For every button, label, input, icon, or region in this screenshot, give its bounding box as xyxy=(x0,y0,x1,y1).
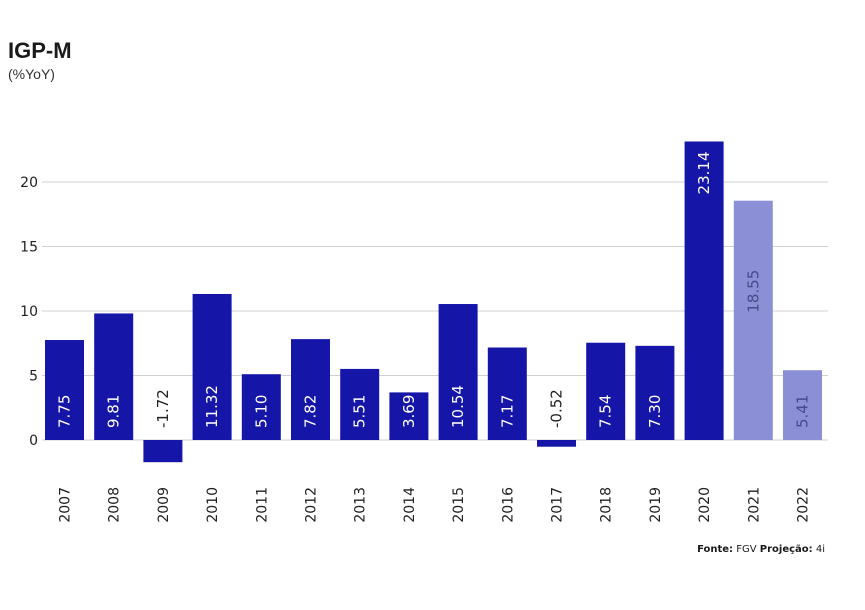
data-label: 23.14 xyxy=(695,151,713,194)
bar xyxy=(733,200,773,440)
bar xyxy=(192,293,232,440)
x-tick-label: 2020 xyxy=(697,487,713,523)
bar xyxy=(94,313,134,440)
bar xyxy=(438,304,478,440)
data-label: 7.75 xyxy=(56,395,74,428)
data-label: 5.51 xyxy=(351,395,369,428)
data-label: 5.41 xyxy=(794,395,812,428)
data-label: 7.17 xyxy=(498,395,516,428)
source-label: Fonte: xyxy=(697,544,734,555)
x-tick-label: 2008 xyxy=(107,487,123,523)
bar xyxy=(487,347,527,440)
x-tick-label: 2013 xyxy=(353,487,369,523)
chart-subtitle: (%YoY) xyxy=(8,66,55,82)
data-label: 3.69 xyxy=(400,395,418,428)
y-tick-label: 15 xyxy=(20,240,38,256)
data-label: 10.54 xyxy=(449,385,467,428)
bar xyxy=(45,340,84,440)
y-tick-label: 20 xyxy=(20,175,38,191)
x-tick-label: 2022 xyxy=(796,487,812,523)
bar xyxy=(586,342,626,440)
projection-value: 4i xyxy=(815,544,825,555)
source-note: Fonte: FGV Projeção: 4i xyxy=(697,544,825,555)
bar xyxy=(684,141,724,440)
x-tick-label: 2007 xyxy=(58,487,74,523)
data-label: 9.81 xyxy=(105,395,123,428)
bar xyxy=(291,339,330,440)
x-tick-label: 2012 xyxy=(304,487,320,523)
bar xyxy=(340,368,380,440)
chart-title: IGP-M xyxy=(8,38,72,63)
y-tick-label: 0 xyxy=(29,433,38,449)
x-tick-label: 2015 xyxy=(451,487,467,523)
x-tick-label: 2017 xyxy=(550,487,566,523)
x-tick-label: 2011 xyxy=(254,487,270,523)
x-tick-label: 2010 xyxy=(205,487,221,523)
bar xyxy=(783,370,822,440)
x-tick-label: 2021 xyxy=(746,487,762,523)
data-label: -1.72 xyxy=(154,389,172,428)
x-tick-label: 2009 xyxy=(156,487,172,523)
x-tick-label: 2019 xyxy=(648,487,664,523)
data-label: -0.52 xyxy=(548,389,566,428)
data-label: 11.32 xyxy=(203,385,221,428)
data-label: 7.54 xyxy=(597,395,615,428)
bar xyxy=(635,345,675,440)
data-label: 7.82 xyxy=(302,395,320,428)
x-tick-label: 2016 xyxy=(500,487,516,523)
projection-label: Projeção: xyxy=(759,544,813,555)
bar xyxy=(389,392,429,440)
bar xyxy=(143,440,183,463)
y-tick-label: 5 xyxy=(29,369,38,385)
source-value: FGV xyxy=(736,544,757,555)
y-tick-label: 10 xyxy=(20,304,38,320)
x-tick-label: 2018 xyxy=(599,487,615,523)
bar xyxy=(537,440,576,447)
bar xyxy=(241,374,281,440)
data-label: 7.30 xyxy=(646,395,664,428)
data-label: 18.55 xyxy=(744,270,762,313)
data-label: 5.10 xyxy=(252,395,270,428)
x-tick-label: 2014 xyxy=(402,487,418,523)
